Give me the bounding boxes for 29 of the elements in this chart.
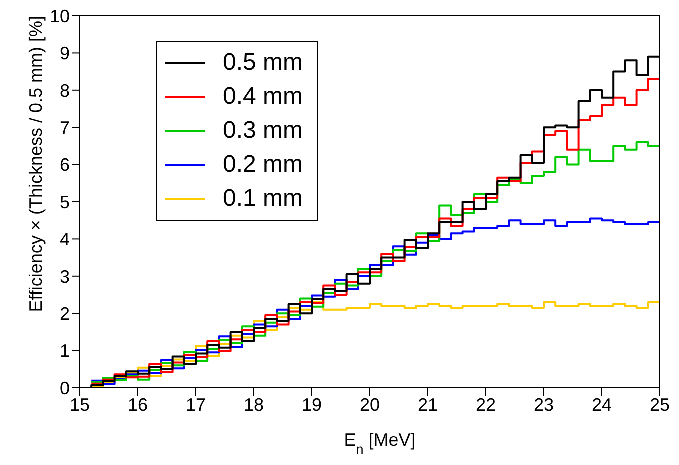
- x-tick-label: 16: [128, 394, 148, 415]
- y-tick-label: 10: [50, 6, 70, 26]
- x-tick-label: 20: [360, 394, 380, 415]
- y-tick-label: 1: [60, 341, 70, 362]
- x-tick-label: 19: [302, 394, 322, 415]
- x-tick-label: 23: [534, 394, 554, 415]
- x-tick-label: 18: [244, 394, 264, 415]
- x-tick-label: 22: [476, 394, 496, 415]
- x-tick-label: 21: [418, 394, 438, 415]
- y-tick-label: 0: [60, 378, 70, 398]
- legend-label: 0.1 mm: [223, 185, 304, 213]
- y-tick-label: 2: [60, 304, 70, 324]
- y-axis-title: Efficiency × (Thickness / 0.5 mm) [%]: [26, 16, 46, 312]
- y-tick-label: 8: [60, 80, 70, 101]
- x-tick-label: 24: [592, 394, 612, 415]
- y-tick-label: 3: [60, 266, 70, 287]
- x-tick-label: 15: [70, 394, 90, 415]
- y-tick-label: 6: [60, 155, 70, 176]
- y-tick-label: 7: [60, 118, 70, 138]
- x-tick-label: 25: [650, 394, 670, 415]
- x-tick-label: 17: [186, 394, 206, 415]
- legend-label: 0.2 mm: [223, 151, 304, 179]
- legend-label: 0.4 mm: [223, 83, 304, 111]
- legend-label: 0.5 mm: [223, 49, 304, 77]
- y-tick-label: 9: [60, 44, 70, 64]
- legend-label: 0.3 mm: [223, 117, 304, 145]
- x-axis-title: E$_{n}$ [MeV]: [344, 430, 416, 456]
- y-tick-label: 5: [60, 192, 70, 212]
- y-tick-label: 4: [60, 230, 70, 250]
